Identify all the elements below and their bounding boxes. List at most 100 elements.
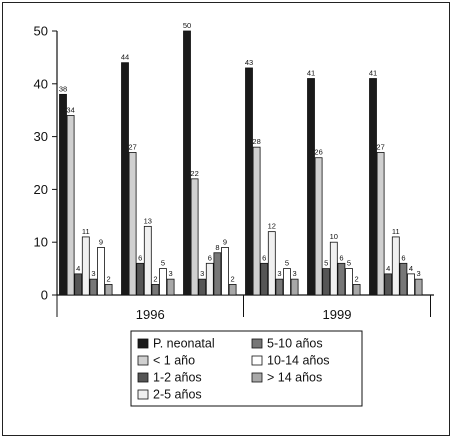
bar — [307, 78, 315, 296]
bar — [414, 278, 423, 296]
y-tick-label: 10 — [34, 235, 48, 250]
bar — [267, 231, 276, 296]
bar — [166, 278, 175, 296]
bar — [213, 252, 222, 296]
bar — [205, 262, 214, 296]
legend-box — [130, 330, 363, 407]
bar — [74, 273, 83, 296]
bar — [260, 262, 269, 296]
bar — [128, 152, 137, 296]
bar — [190, 178, 199, 296]
bar — [337, 262, 346, 296]
bar — [59, 93, 67, 296]
data-label: 34 — [66, 105, 74, 114]
bar — [151, 284, 160, 296]
data-label: 41 — [307, 69, 315, 78]
legend-label: 2-5 años — [153, 388, 202, 402]
bar — [81, 236, 90, 296]
bar — [314, 157, 323, 296]
data-label: 2 — [355, 274, 359, 283]
data-label: 38 — [59, 84, 67, 93]
bar — [376, 152, 385, 296]
data-label: 12 — [268, 222, 276, 231]
bar — [97, 247, 105, 296]
bar — [391, 236, 400, 296]
bar — [384, 273, 393, 296]
bar — [198, 278, 207, 296]
data-label: 2 — [153, 274, 157, 283]
bar — [345, 268, 353, 296]
data-label: 4 — [76, 264, 80, 273]
data-label: 4 — [409, 264, 413, 273]
data-label: 9 — [223, 237, 227, 246]
legend-label: > 14 años — [267, 371, 322, 385]
data-label: 11 — [82, 227, 90, 236]
bar — [369, 78, 377, 296]
x-group-label: 1999 — [323, 307, 352, 322]
data-label: 2 — [231, 274, 235, 283]
legend-label: P. neonatal — [153, 337, 215, 351]
data-label: 6 — [138, 253, 142, 262]
data-label: 6 — [339, 253, 343, 262]
data-label: 10 — [330, 232, 338, 241]
legend-swatch — [251, 355, 263, 366]
bar — [322, 268, 331, 296]
data-label: 41 — [369, 69, 377, 78]
data-label: 3 — [293, 269, 297, 278]
legend-swatch — [251, 372, 263, 383]
data-label: 8 — [215, 243, 219, 252]
legend-swatch — [137, 372, 149, 383]
bar — [228, 284, 237, 296]
data-label: 5 — [324, 259, 328, 268]
data-label: 5 — [347, 259, 351, 268]
legend-swatch — [251, 338, 263, 349]
data-label: 3 — [417, 269, 421, 278]
bar — [136, 262, 145, 296]
bar — [104, 284, 113, 296]
data-label: 11 — [392, 227, 400, 236]
data-label: 50 — [183, 21, 191, 30]
legend-label: 5-10 años — [267, 337, 323, 351]
bar — [283, 268, 291, 296]
bar — [399, 262, 408, 296]
bar — [290, 278, 299, 296]
data-label: 5 — [285, 259, 289, 268]
y-tick-label: 40 — [34, 76, 48, 91]
data-label: 22 — [190, 169, 198, 178]
bar — [245, 67, 253, 296]
bar — [143, 225, 152, 296]
legend-label: < 1 año — [153, 354, 195, 368]
x-group-label: 1996 — [136, 307, 165, 322]
data-label: 3 — [91, 269, 95, 278]
bar — [329, 241, 338, 296]
data-label: 6 — [208, 253, 212, 262]
data-label: 26 — [314, 148, 322, 157]
bar — [407, 273, 415, 296]
bar — [121, 62, 129, 296]
legend-label: 10-14 años — [267, 354, 330, 368]
data-label: 9 — [99, 237, 103, 246]
bar — [352, 284, 361, 296]
data-label: 13 — [144, 216, 152, 225]
data-label: 3 — [169, 269, 173, 278]
legend-swatch — [137, 389, 149, 400]
bar — [275, 278, 284, 296]
data-label: 6 — [262, 253, 266, 262]
legend-label: 1-2 años — [153, 371, 202, 385]
y-tick-label: 50 — [34, 24, 48, 39]
data-label: 5 — [161, 259, 165, 268]
legend-swatch — [137, 355, 149, 366]
bar — [89, 278, 98, 296]
data-label: 3 — [277, 269, 281, 278]
legend-swatch — [137, 338, 149, 349]
bar — [221, 247, 229, 296]
data-label: 2 — [107, 274, 111, 283]
data-label: 44 — [121, 53, 129, 62]
data-label: 43 — [245, 58, 253, 67]
bar — [183, 30, 191, 296]
bar — [159, 268, 167, 296]
data-label: 3 — [200, 269, 204, 278]
bar — [66, 115, 75, 296]
y-tick-label: 30 — [34, 129, 48, 144]
